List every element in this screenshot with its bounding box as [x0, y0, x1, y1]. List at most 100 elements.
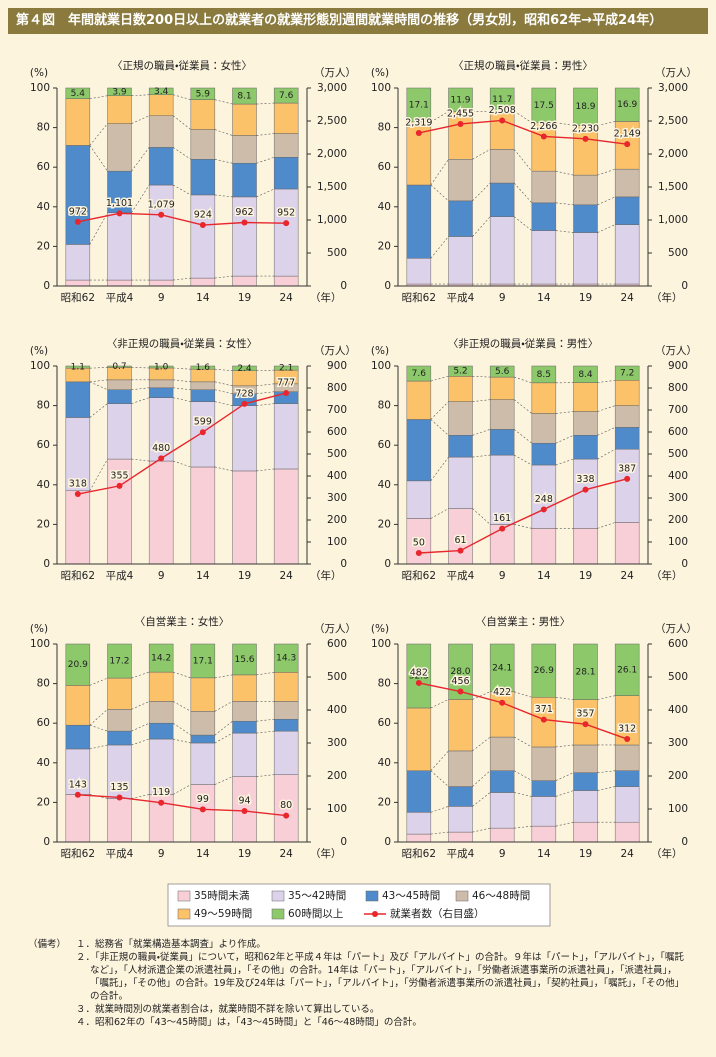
x-tick-label: 24 [279, 848, 293, 860]
y-tick-label: 20 [37, 518, 50, 530]
x-tick-label: 9 [499, 570, 506, 582]
connector [131, 184, 150, 213]
bar-value-label: 14.3 [276, 654, 296, 664]
bar-segment [107, 643, 132, 679]
x-unit-label: （年） [310, 291, 342, 304]
y-tick-label: 0 [43, 280, 50, 292]
line-point [457, 688, 464, 695]
y2-tick-label: 900 [668, 360, 688, 372]
bar-segment [406, 480, 432, 519]
x-tick-label: 昭和62 [402, 292, 436, 304]
y2-axis-label: （万人） [655, 345, 697, 357]
bar-segment [107, 458, 132, 565]
connector [131, 397, 150, 404]
bar-segment [489, 182, 515, 217]
bar-segment [232, 405, 257, 472]
bar-segment [573, 174, 598, 206]
bar-value-label: 11.7 [492, 95, 512, 105]
note: ４．昭和62年の「43～45時間」は，「43～45時間」と「46～48時間」の合… [76, 1017, 422, 1028]
bar-value-label: 17.2 [109, 657, 129, 667]
bar-segment [573, 643, 598, 700]
connector [430, 159, 449, 186]
note-list: １．総務省「就業構造基本調査」より作成。 ２．「非正規の職員・従業員」について，昭… [76, 938, 688, 1029]
connector [430, 401, 449, 420]
bar-segment [190, 677, 216, 712]
connector [214, 701, 233, 712]
connector [514, 736, 532, 748]
bar-segment [190, 742, 216, 785]
y2-tick-label: 200 [327, 514, 347, 526]
y2-tick-label: 100 [668, 803, 688, 815]
connector [173, 701, 191, 712]
connector [131, 738, 150, 746]
bar-segment [406, 812, 432, 835]
connector [89, 403, 108, 418]
bar-segment [489, 643, 515, 692]
bar-value-label: 24.1 [492, 663, 512, 673]
bar-segment [448, 435, 473, 458]
connector [256, 391, 275, 395]
bar-segment [573, 528, 598, 565]
bar-value-label: 7.6 [412, 369, 427, 379]
connector [472, 375, 491, 378]
line-point [415, 550, 422, 556]
bar-segment [406, 707, 432, 771]
x-tick-label: 9 [158, 292, 165, 304]
bar-segment [614, 786, 640, 823]
bar-segment [190, 87, 216, 100]
bar-segment [190, 99, 216, 130]
connector [597, 121, 616, 126]
y-tick-label: 80 [378, 122, 391, 134]
line-value-label: 143 [69, 779, 87, 790]
chart-subtitle: 〈正規の職員・従業員：女性〉 [112, 59, 252, 72]
bar-segment [107, 95, 132, 124]
connector [173, 367, 191, 370]
line-value-label: 119 [152, 787, 170, 798]
connector [173, 387, 191, 391]
x-unit-label: （年） [651, 569, 683, 582]
line-value-label: 1,079 [148, 199, 175, 210]
line-value-label: 318 [69, 479, 87, 490]
bar-segment [273, 365, 299, 371]
connector [513, 399, 533, 414]
bar-segment [273, 275, 299, 287]
connector [513, 429, 533, 444]
bar-value-label: 3.9 [112, 87, 127, 97]
y-axis-label: (%) [30, 623, 48, 635]
connector [514, 110, 532, 123]
y2-axis-label: （万人） [314, 345, 356, 357]
bar-segment [489, 770, 515, 793]
bar-segment [107, 709, 132, 732]
bar-segment [148, 738, 174, 795]
bar-segment [531, 643, 557, 698]
bar-segment [573, 365, 598, 383]
connector [555, 230, 574, 233]
connector [597, 224, 616, 233]
x-tick-label: 平成4 [447, 292, 475, 304]
line-point [457, 120, 464, 127]
y-tick-label: 60 [378, 717, 391, 729]
y-tick-label: 100 [30, 638, 50, 650]
x-tick-label: 9 [158, 848, 165, 860]
bar-segment [406, 380, 432, 420]
bar-segment [489, 691, 515, 738]
chart-subtitle: 〈非正規の職員・従業員：男性〉 [448, 337, 599, 350]
x-tick-label: 14 [537, 848, 551, 860]
bar-value-label: 15.6 [234, 655, 254, 665]
x-tick-label: 24 [620, 292, 634, 304]
bar-segment [65, 724, 91, 750]
line-value-label: 61 [454, 535, 466, 546]
line [77, 794, 287, 817]
legend-swatch [455, 890, 469, 902]
connector [173, 397, 191, 402]
connector [430, 419, 449, 436]
connector [430, 831, 449, 835]
note: ３．就業時間別の就業者割合は，就業時間不詳を除いて算出している。 [76, 1004, 380, 1015]
bar-segment [531, 746, 557, 781]
bar-segment [148, 701, 174, 724]
bar-segment [531, 464, 557, 529]
bar-segment [448, 236, 473, 285]
legend-label: 60時間以上 [288, 908, 343, 920]
y2-tick-label: 400 [668, 470, 688, 482]
bar-segment [531, 170, 557, 204]
